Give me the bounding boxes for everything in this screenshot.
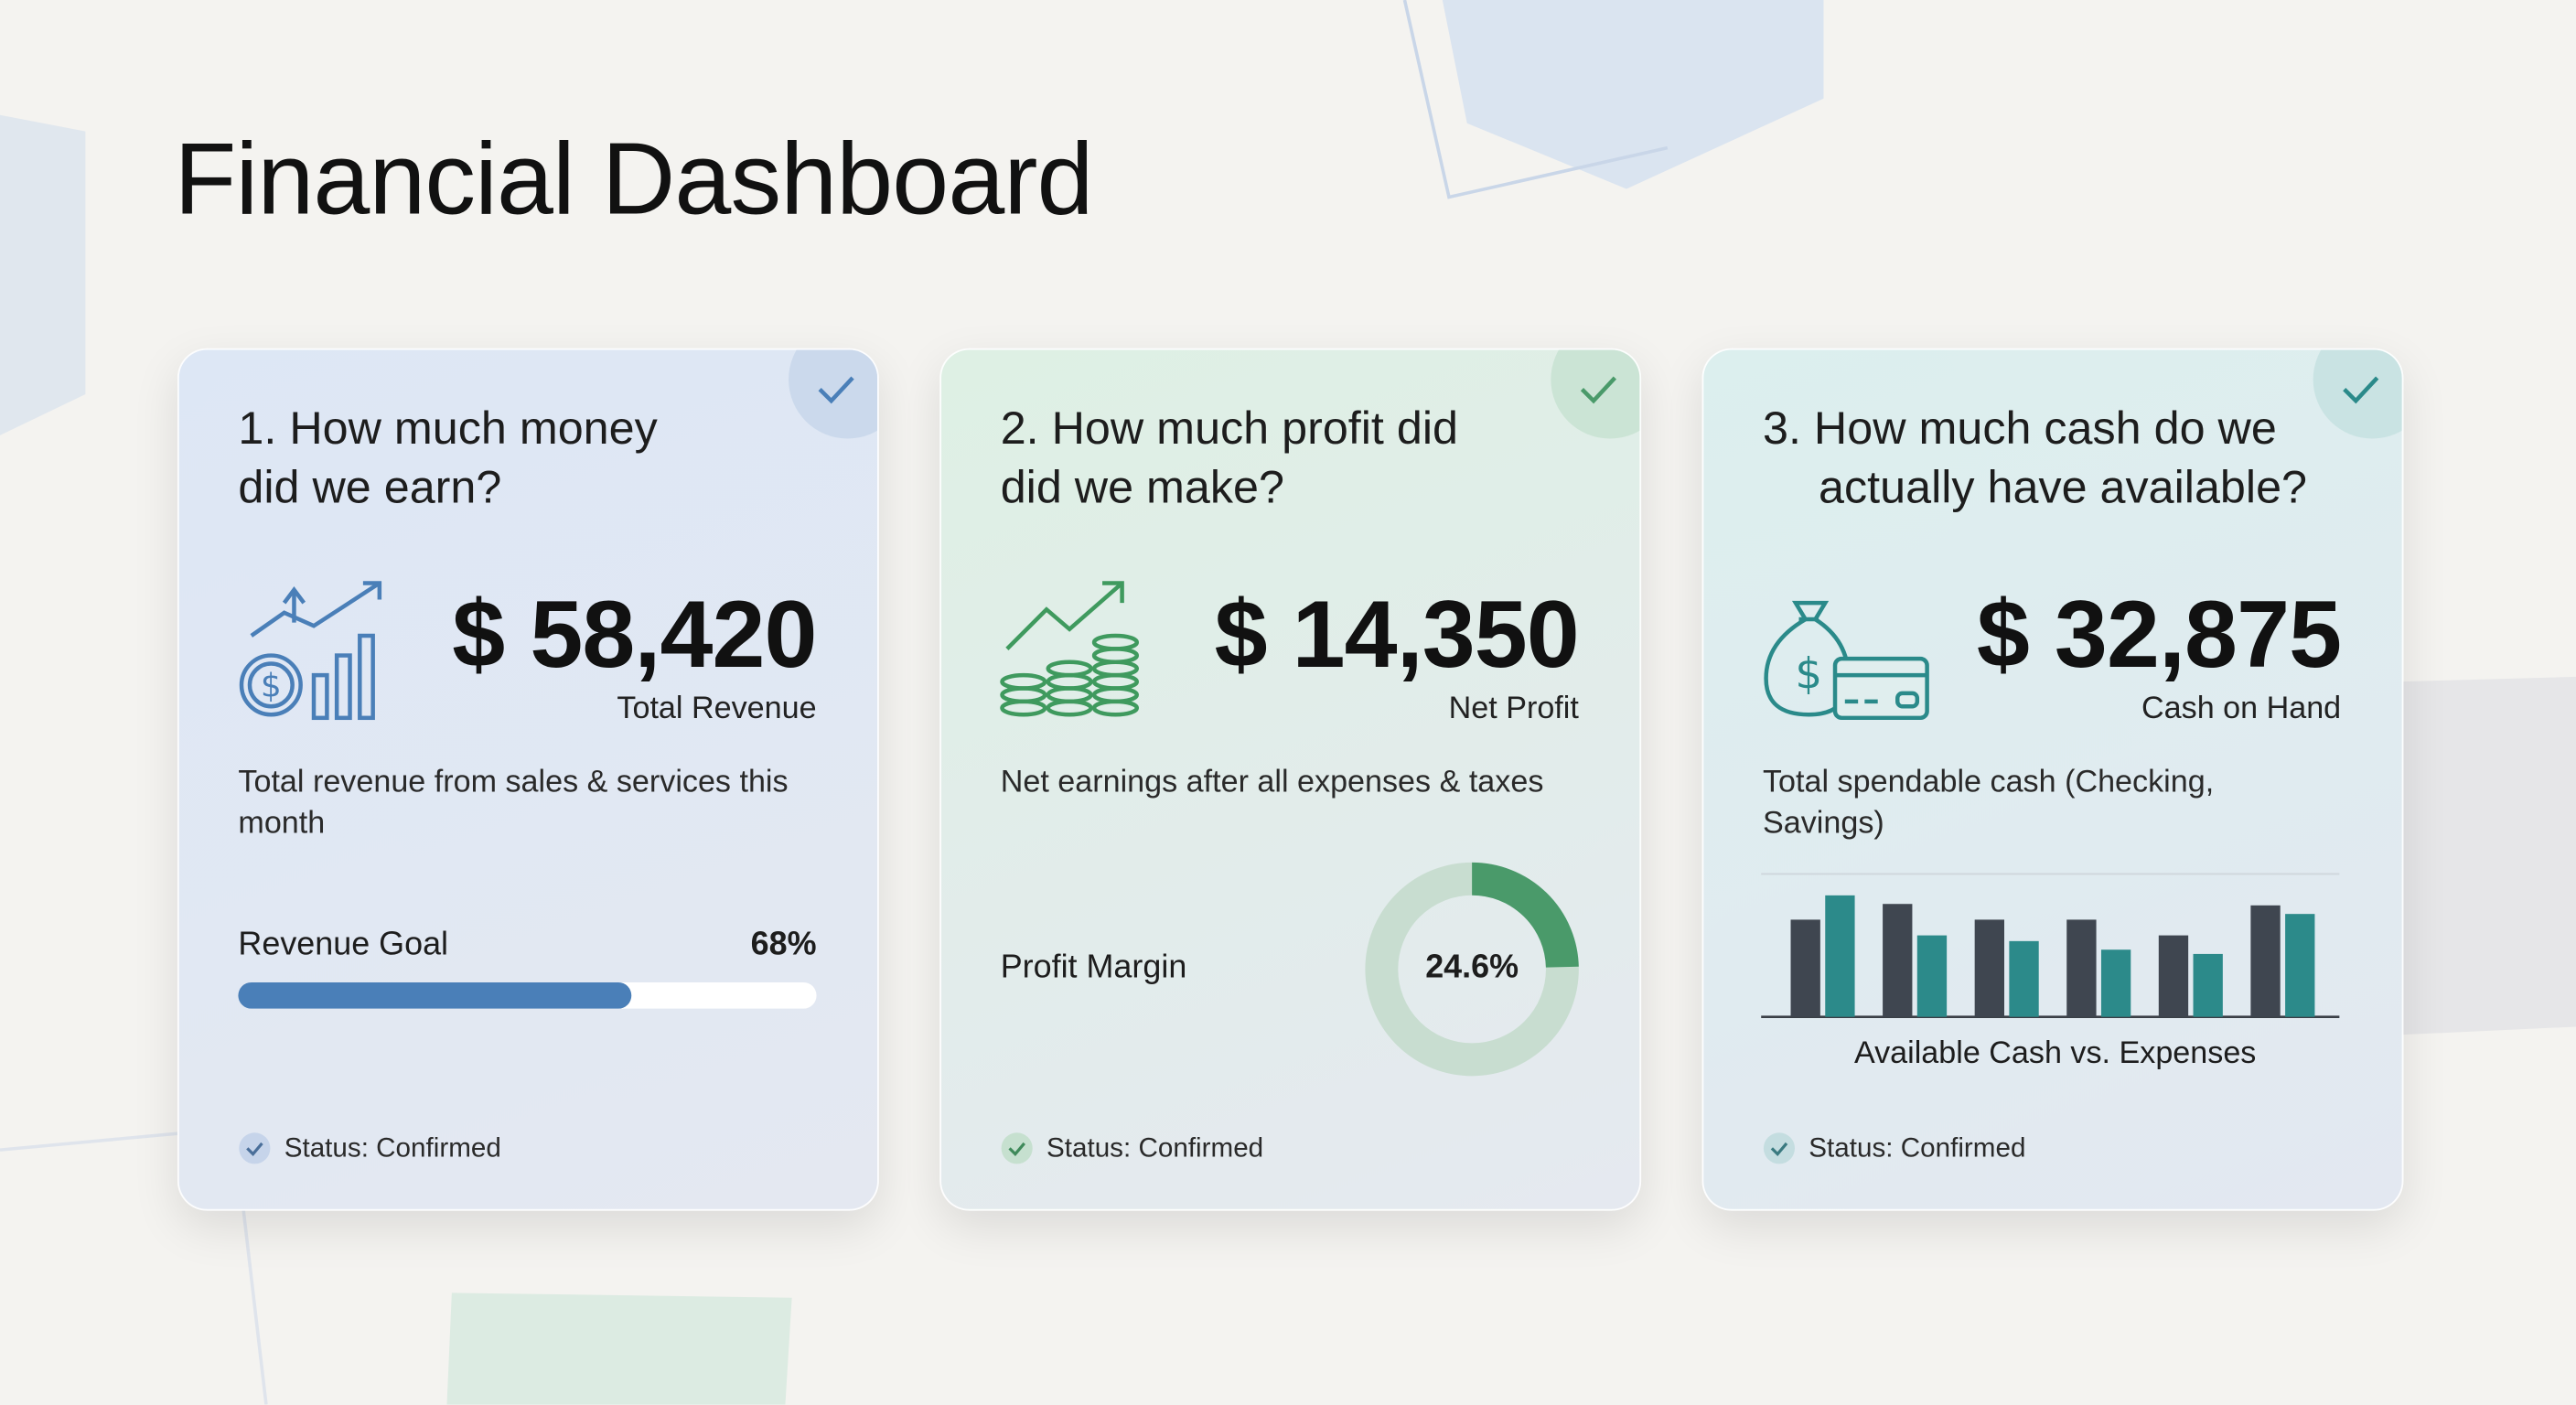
question: 3. How much cash do we actually have avai… <box>1763 399 2307 517</box>
question: 1. How much money did we earn? <box>238 399 657 517</box>
amount: $ 32,875 <box>1976 581 2342 689</box>
question: 2. How much profit did did we make? <box>1001 399 1458 517</box>
check-icon <box>818 376 854 404</box>
bar <box>2250 905 2281 1017</box>
profit-icon <box>1000 581 1140 717</box>
progress-label: Revenue Goal <box>238 926 449 963</box>
bar-chart <box>1761 873 2340 1019</box>
amount: $ 58,420 <box>452 581 817 689</box>
status-icon <box>1001 1132 1033 1164</box>
progress-value: 68% <box>750 926 817 963</box>
chart-title: Available Cash vs. Expenses <box>1853 1036 2257 1071</box>
check-icon <box>2343 376 2379 404</box>
bar <box>2100 949 2131 1017</box>
bar <box>2285 914 2315 1017</box>
donut-widget <box>1365 862 1579 1077</box>
revenue-icon: $ <box>239 581 382 721</box>
question-line: 1. How much money <box>238 402 658 454</box>
bar <box>1883 904 1913 1017</box>
question-line: did we earn? <box>238 461 502 513</box>
question-line: 3. How much cash do we <box>1763 402 2277 454</box>
donut-label: Profit Margin <box>1000 949 1187 986</box>
question-line: 2. How much profit did <box>1000 402 1459 454</box>
cash-icon: $ <box>1764 600 1929 721</box>
status: Status: Confirmed <box>238 1132 501 1164</box>
description: Total spendable cash (Checking, Savings) <box>1763 765 2215 842</box>
bar <box>2193 953 2223 1017</box>
svg-text:$: $ <box>261 667 282 704</box>
amount: $ 14,350 <box>1214 581 1580 689</box>
progress-widget <box>238 981 817 1009</box>
bar <box>1916 935 1948 1017</box>
bar <box>1974 919 2004 1017</box>
donut-value: 24.6% <box>1425 949 1519 986</box>
question-line: actually have available? <box>1819 461 2308 513</box>
svg-text:$: $ <box>1795 649 1822 699</box>
bar <box>2158 935 2189 1017</box>
bar <box>2009 940 2039 1017</box>
donut-arc <box>1365 862 1579 1077</box>
status-icon <box>1763 1132 1796 1164</box>
progress-fill <box>238 981 632 1009</box>
question-line: did we make? <box>1000 461 1284 513</box>
amount-label: Net Profit <box>1448 692 1579 726</box>
description: Net earnings after all expenses & taxes <box>1000 765 1544 800</box>
check-icon <box>1580 376 1617 404</box>
description: Total revenue from sales & services this… <box>238 765 789 842</box>
revenue-card: 1. How much money did we earn? $ $ 58,420… <box>177 348 879 1211</box>
amount-label: Total Revenue <box>617 692 817 726</box>
status-text: Status: Confirmed <box>1046 1132 1264 1163</box>
profit-card: 2. How much profit did did we make? $ 14,… <box>939 348 1642 1211</box>
page-title: Financial Dashboard <box>174 123 1093 237</box>
status-icon <box>239 1132 271 1164</box>
status: Status: Confirmed <box>1763 1132 2025 1164</box>
status: Status: Confirmed <box>1001 1132 1263 1164</box>
bar <box>1790 919 1820 1017</box>
amount-label: Cash on Hand <box>2141 692 2342 726</box>
status-text: Status: Confirmed <box>1809 1132 2026 1163</box>
bar <box>2066 919 2097 1017</box>
bar <box>1825 895 1855 1017</box>
cash-card: 3. How much cash do we actually have avai… <box>1701 348 2404 1211</box>
status-text: Status: Confirmed <box>284 1132 501 1163</box>
